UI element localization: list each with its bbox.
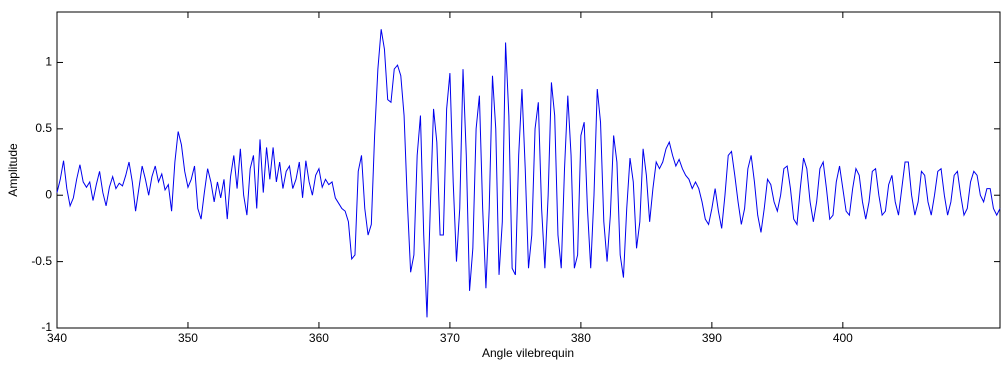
- x-tick-label: 400: [833, 331, 853, 345]
- x-tick-label: 340: [47, 331, 67, 345]
- plot-frame: [56, 11, 1001, 329]
- x-tick-label: 350: [178, 331, 198, 345]
- x-tick-label: 370: [440, 331, 460, 345]
- y-tick-label: 0: [45, 187, 52, 201]
- y-tick-label: 0.5: [35, 121, 52, 135]
- y-tick-label: -0.5: [31, 254, 52, 268]
- x-tick-label: 380: [571, 331, 591, 345]
- x-tick-label: 390: [702, 331, 722, 345]
- x-axis-label: Angle vilebrequin: [482, 346, 574, 360]
- data-line: [56, 29, 1001, 318]
- y-tick-label: -1: [41, 320, 52, 334]
- y-tick-label: 1: [45, 55, 52, 69]
- x-tick-label: 360: [309, 331, 329, 345]
- y-axis-label: Amplitude: [6, 143, 20, 197]
